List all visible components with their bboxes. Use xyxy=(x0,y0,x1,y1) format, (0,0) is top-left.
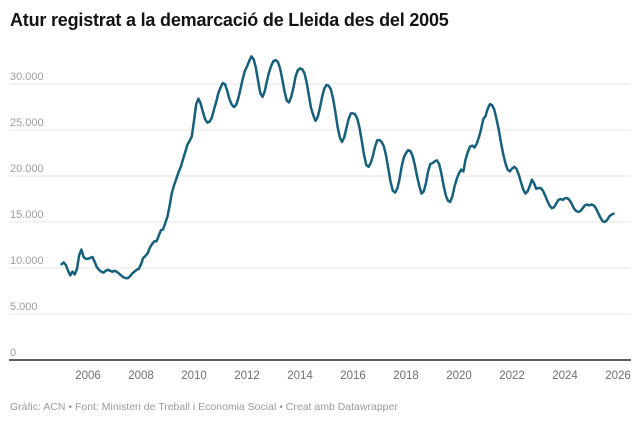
x-axis-tick-label: 2016 xyxy=(340,370,366,382)
unemployment-line-series xyxy=(60,55,615,280)
x-axis-tick-label: 2026 xyxy=(605,370,631,382)
x-axis-tick-label: 2006 xyxy=(75,370,101,382)
y-axis-tick-label: 0 xyxy=(10,347,16,359)
x-axis-tick-label: 2008 xyxy=(128,370,154,382)
x-axis-tick-label: 2018 xyxy=(393,370,419,382)
y-axis-tick-label: 25.000 xyxy=(10,117,44,129)
x-axis-tick-label: 2022 xyxy=(499,370,525,382)
chart-attribution: Gràfic: ACN • Font: Ministeri de Treball… xyxy=(10,401,398,413)
x-axis-tick-label: 2024 xyxy=(552,370,578,382)
x-axis-tick-label: 2010 xyxy=(181,370,207,382)
x-axis-tick-label: 2014 xyxy=(287,370,313,382)
y-axis-tick-label: 20.000 xyxy=(10,163,44,175)
y-axis-tick-label: 30.000 xyxy=(10,71,44,83)
y-axis-tick-label: 5.000 xyxy=(10,301,38,313)
y-axis-tick-label: 15.000 xyxy=(10,209,44,221)
chart-title: Atur registrat a la demarcació de Lleida… xyxy=(10,10,449,30)
y-axis-tick-label: 10.000 xyxy=(10,255,44,267)
x-axis-tick-label: 2012 xyxy=(234,370,260,382)
x-axis-tick-label: 2020 xyxy=(446,370,472,382)
